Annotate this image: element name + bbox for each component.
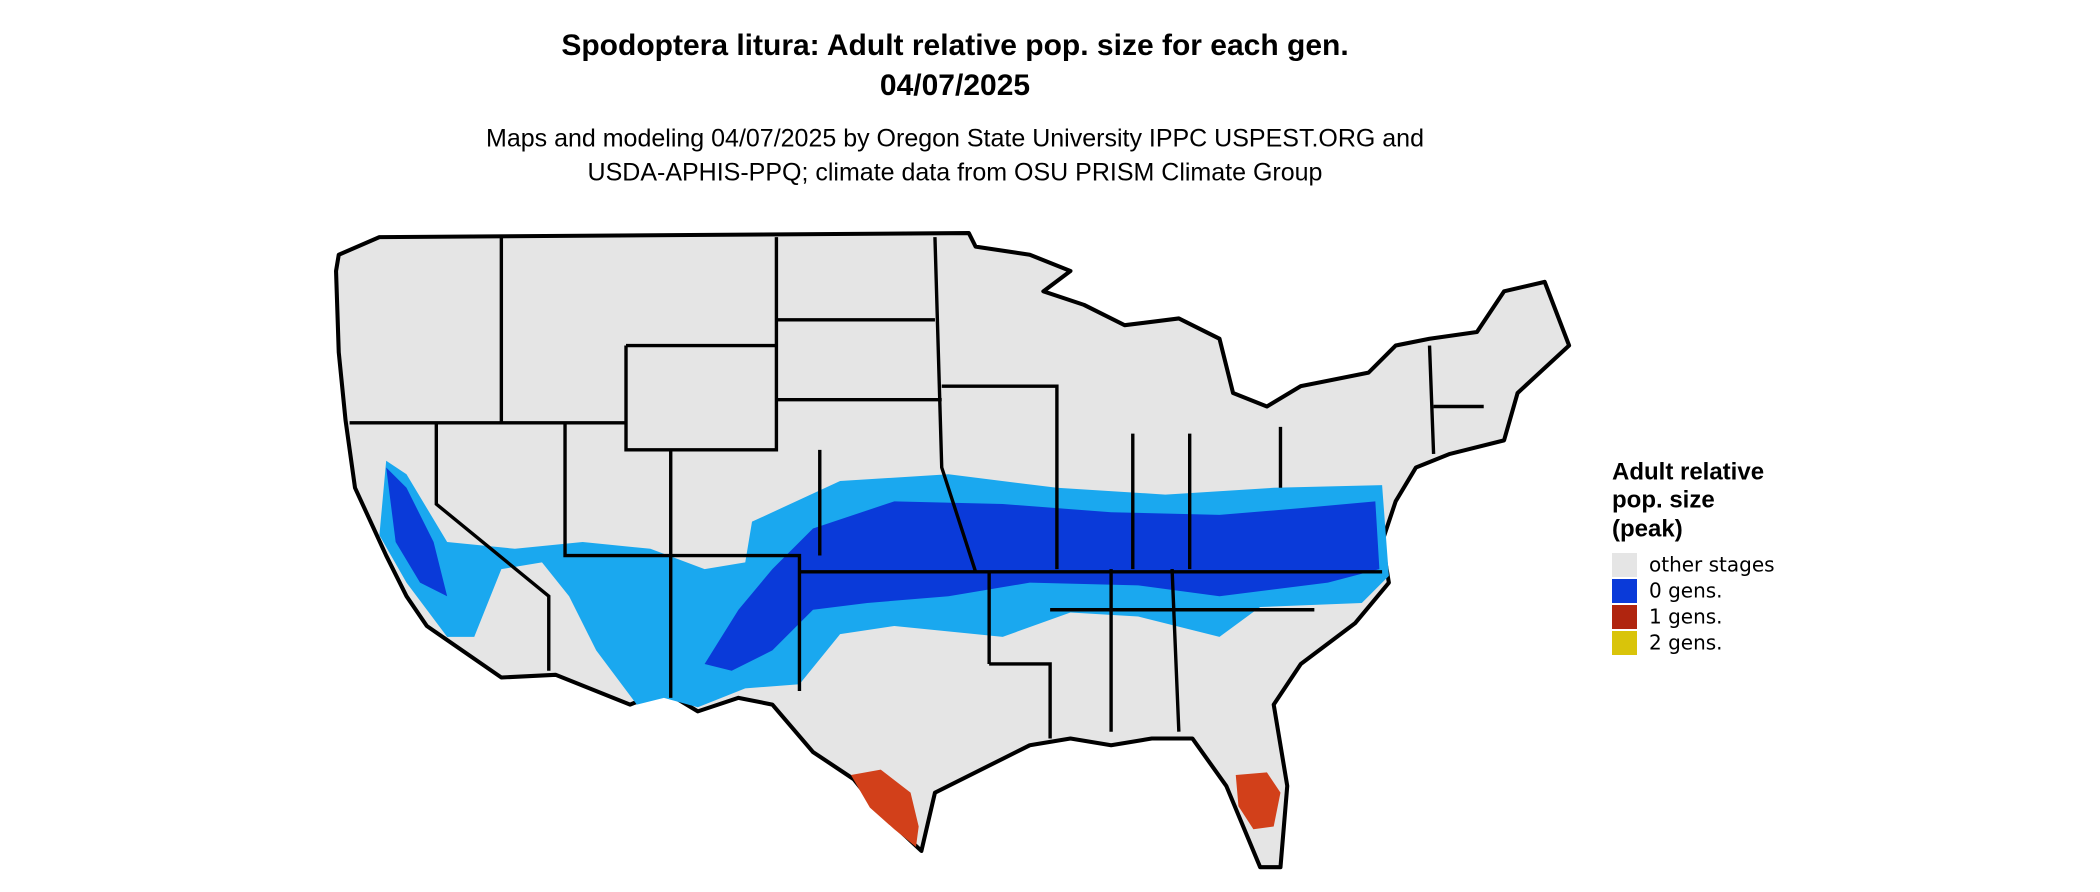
subtitle: Maps and modeling 04/07/2025 by Oregon S…	[486, 125, 1424, 153]
legend-label: 1 gens.	[1649, 605, 1723, 629]
zone-dark	[386, 467, 1380, 671]
legend-title: (peak)	[1612, 515, 1683, 542]
state-borders	[349, 237, 1484, 739]
legend-label: other stages	[1649, 553, 1775, 577]
legend-swatch	[1612, 631, 1637, 655]
date: 04/07/2025	[880, 69, 1030, 102]
legend-label: 2 gens.	[1649, 631, 1723, 655]
legend-label: 0 gens.	[1649, 579, 1723, 603]
legend-title: Adult relative	[1612, 458, 1764, 485]
legend-swatch	[1612, 553, 1637, 577]
legend-swatch	[1612, 605, 1637, 629]
title: Spodoptera litura: Adult relative pop. s…	[561, 29, 1348, 62]
subtitle: USDA-APHIS-PPQ; climate data from OSU PR…	[588, 159, 1323, 187]
legend-title: pop. size	[1612, 486, 1715, 513]
map	[334, 231, 1572, 870]
zone-red	[850, 769, 1281, 847]
legend-swatch	[1612, 579, 1637, 603]
